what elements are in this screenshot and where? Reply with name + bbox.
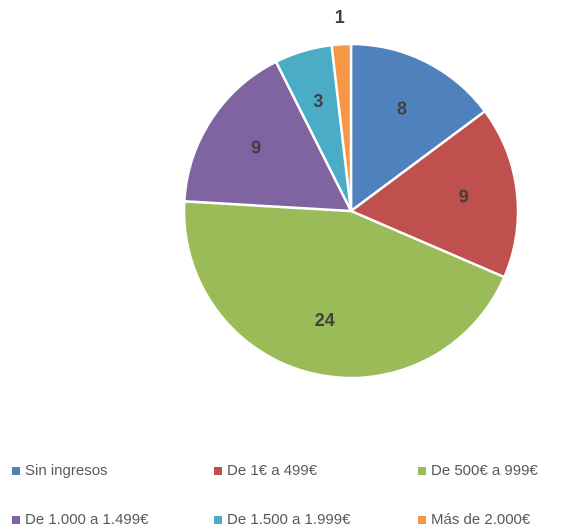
legend-marker (12, 516, 20, 524)
legend-marker (418, 467, 426, 475)
pie-slice (348, 109, 520, 279)
legend-label: Más de 2.000€ (431, 511, 531, 528)
legend-label: Sin ingresos (25, 462, 108, 479)
data-label: 9 (251, 137, 261, 157)
legend-marker (214, 516, 222, 524)
pie-slice (182, 199, 506, 380)
data-label: 3 (313, 91, 323, 111)
legend-marker (214, 467, 222, 475)
legend-marker (12, 467, 20, 475)
data-label: 1 (335, 7, 345, 27)
legend-label: De 1.000 a 1.499€ (25, 511, 149, 528)
legend-label: De 1€ a 499€ (227, 462, 318, 479)
data-label: 24 (315, 310, 335, 330)
pie-slice (182, 60, 354, 213)
legend-label: De 500€ a 999€ (431, 462, 538, 479)
data-label: 8 (397, 98, 407, 118)
legend-marker (418, 516, 426, 524)
legend-label: De 1.500 a 1.999€ (227, 511, 351, 528)
pie-slice (330, 42, 353, 212)
pie-slice (349, 42, 487, 214)
data-label: 9 (459, 187, 469, 207)
